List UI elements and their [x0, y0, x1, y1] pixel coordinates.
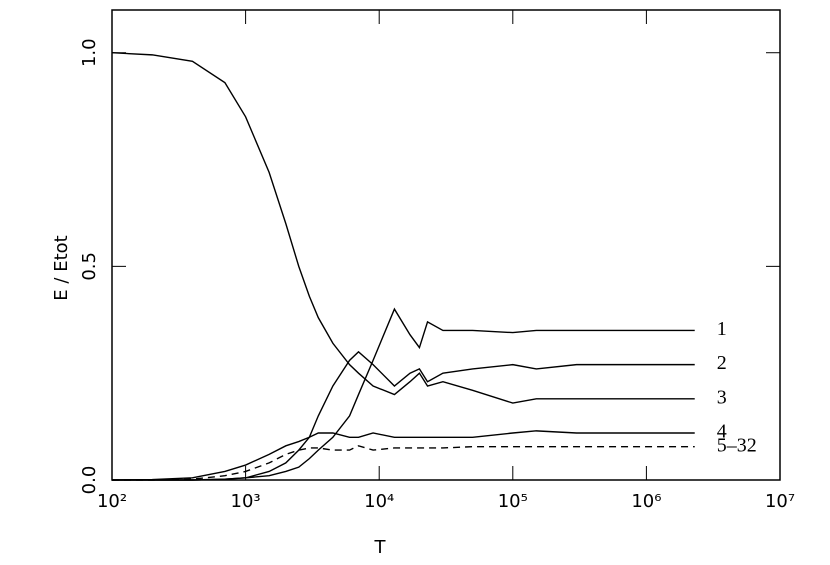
series-label: 4	[717, 421, 727, 443]
series-line	[112, 445, 695, 481]
x-axis-label: T	[374, 537, 387, 558]
plot-frame	[111, 9, 781, 481]
series-label: 5–32	[717, 434, 757, 456]
x-tick-label: 10³	[231, 491, 261, 512]
series-line	[111, 430, 695, 481]
y-tick-label: 1.0	[79, 38, 100, 67]
y-tick-label: 0.0	[79, 466, 100, 495]
series-line	[111, 52, 695, 404]
series-label: 2	[717, 352, 727, 374]
y-axis-label: E / Etot	[51, 235, 72, 300]
x-tick-label: 10⁶	[631, 491, 661, 512]
series-label: 3	[717, 386, 727, 408]
x-tick-label: 10⁴	[364, 491, 394, 512]
x-tick-label: 10²	[97, 491, 127, 512]
x-tick-label: 10⁷	[765, 491, 795, 512]
series-line	[112, 307, 695, 481]
x-tick-label: 10⁵	[498, 491, 528, 512]
y-tick-label: 0.5	[79, 252, 100, 281]
series-line	[112, 350, 695, 481]
series-label: 1	[717, 318, 727, 340]
